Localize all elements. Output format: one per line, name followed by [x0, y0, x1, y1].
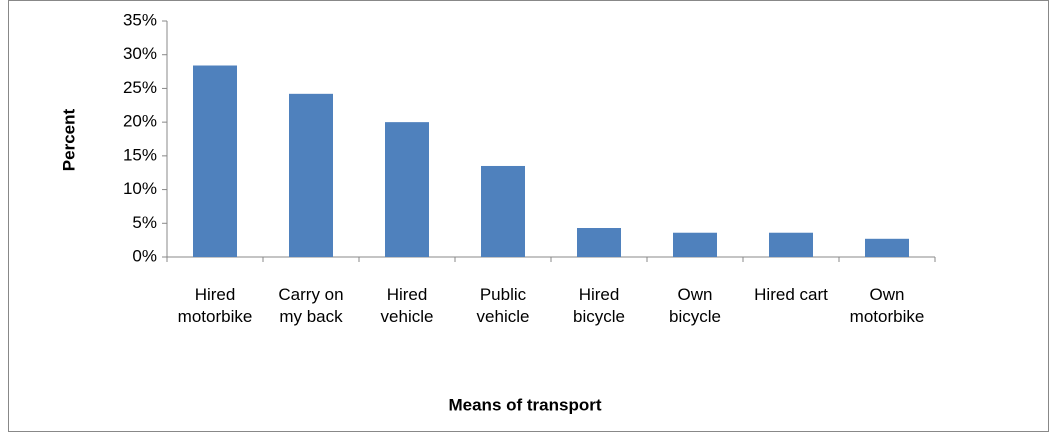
x-tick-label: Hired motorbike — [177, 285, 253, 326]
x-tick-label: Hired bicycle — [573, 285, 625, 326]
y-axis-title: Percent — [59, 108, 78, 171]
bar — [385, 122, 429, 258]
x-axis-title: Means of transport — [448, 395, 601, 414]
x-tick-label: Carry on my back — [278, 285, 344, 326]
x-tick-label: Public vehicle — [476, 285, 530, 326]
bar — [865, 238, 909, 257]
bar — [577, 228, 621, 257]
bar — [673, 232, 717, 257]
x-tick-label: Own motorbike — [849, 285, 925, 326]
y-tick-label: 0% — [132, 246, 157, 265]
y-tick-label: 25% — [123, 78, 157, 97]
bar — [769, 232, 813, 257]
bar — [193, 65, 237, 257]
x-tick-label: Own bicycle — [669, 285, 721, 326]
y-tick-label: 20% — [123, 112, 157, 131]
bar — [481, 165, 525, 257]
bar — [289, 93, 333, 257]
y-tick-label: 10% — [123, 179, 157, 198]
x-tick-label: Hired cart — [754, 285, 828, 304]
y-tick-label: 5% — [132, 213, 157, 232]
y-tick-label: 15% — [123, 145, 157, 164]
x-tick-label: Hired vehicle — [380, 285, 434, 326]
y-tick-label: 35% — [123, 10, 157, 29]
chart-border — [8, 0, 1049, 432]
y-tick-label: 30% — [123, 44, 157, 63]
